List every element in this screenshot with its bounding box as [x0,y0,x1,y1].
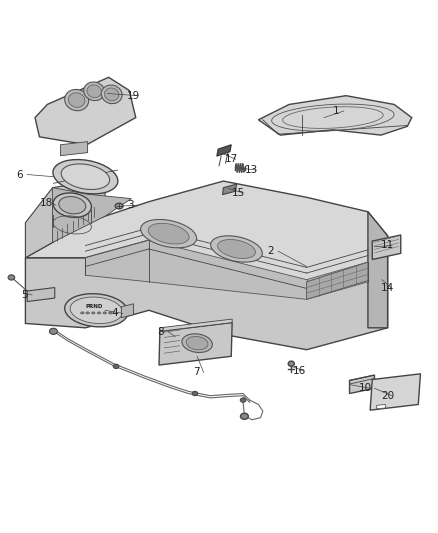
Text: 5: 5 [21,290,28,300]
Polygon shape [25,179,105,258]
Ellipse shape [240,413,248,419]
Polygon shape [223,184,237,195]
Text: 17: 17 [225,154,238,164]
Polygon shape [121,304,134,318]
Text: PRND: PRND [85,304,103,309]
Polygon shape [35,77,136,145]
Text: 14: 14 [381,284,394,293]
Text: 3: 3 [127,200,134,210]
Ellipse shape [97,312,101,314]
Text: 1: 1 [333,106,339,116]
Polygon shape [25,181,388,280]
Polygon shape [307,262,368,300]
Text: 19: 19 [127,91,140,101]
Polygon shape [368,212,388,328]
Ellipse shape [59,197,86,214]
Text: 7: 7 [193,367,199,377]
Text: 8: 8 [158,327,164,337]
Ellipse shape [68,93,85,107]
Ellipse shape [211,236,262,262]
Ellipse shape [182,334,212,352]
Text: 20: 20 [381,391,394,401]
Ellipse shape [81,312,84,314]
Ellipse shape [49,328,57,334]
Ellipse shape [65,90,88,111]
Text: 6: 6 [16,169,23,180]
Polygon shape [160,319,232,332]
Ellipse shape [141,220,197,248]
Ellipse shape [192,391,198,395]
Polygon shape [217,145,231,156]
Ellipse shape [53,193,92,217]
Text: 10: 10 [359,383,372,393]
Ellipse shape [86,312,89,314]
Text: 18: 18 [40,198,53,208]
Ellipse shape [92,312,95,314]
Ellipse shape [70,297,123,324]
Polygon shape [60,142,88,156]
Text: 16: 16 [293,366,306,376]
Text: 11: 11 [381,240,394,251]
Ellipse shape [240,398,246,402]
Polygon shape [27,287,55,302]
Polygon shape [53,188,131,243]
Ellipse shape [218,239,255,259]
Ellipse shape [113,364,119,368]
Ellipse shape [87,85,101,98]
Ellipse shape [61,164,110,190]
Ellipse shape [148,223,189,244]
Text: 2: 2 [267,246,274,256]
Polygon shape [25,240,388,350]
Ellipse shape [53,159,118,194]
Text: 15: 15 [232,188,245,198]
Ellipse shape [115,203,123,209]
Ellipse shape [109,312,112,314]
Polygon shape [370,374,420,410]
Polygon shape [377,405,385,409]
Text: 13: 13 [245,165,258,175]
Text: 4: 4 [112,309,118,318]
Ellipse shape [288,361,294,366]
Polygon shape [258,96,412,135]
Polygon shape [159,322,232,365]
Polygon shape [372,235,401,260]
Ellipse shape [101,85,122,103]
Ellipse shape [103,312,106,314]
Polygon shape [85,240,368,300]
Ellipse shape [84,82,105,101]
Ellipse shape [105,88,119,101]
Ellipse shape [65,294,128,327]
Ellipse shape [186,336,208,350]
Polygon shape [350,375,374,393]
Ellipse shape [8,275,14,280]
